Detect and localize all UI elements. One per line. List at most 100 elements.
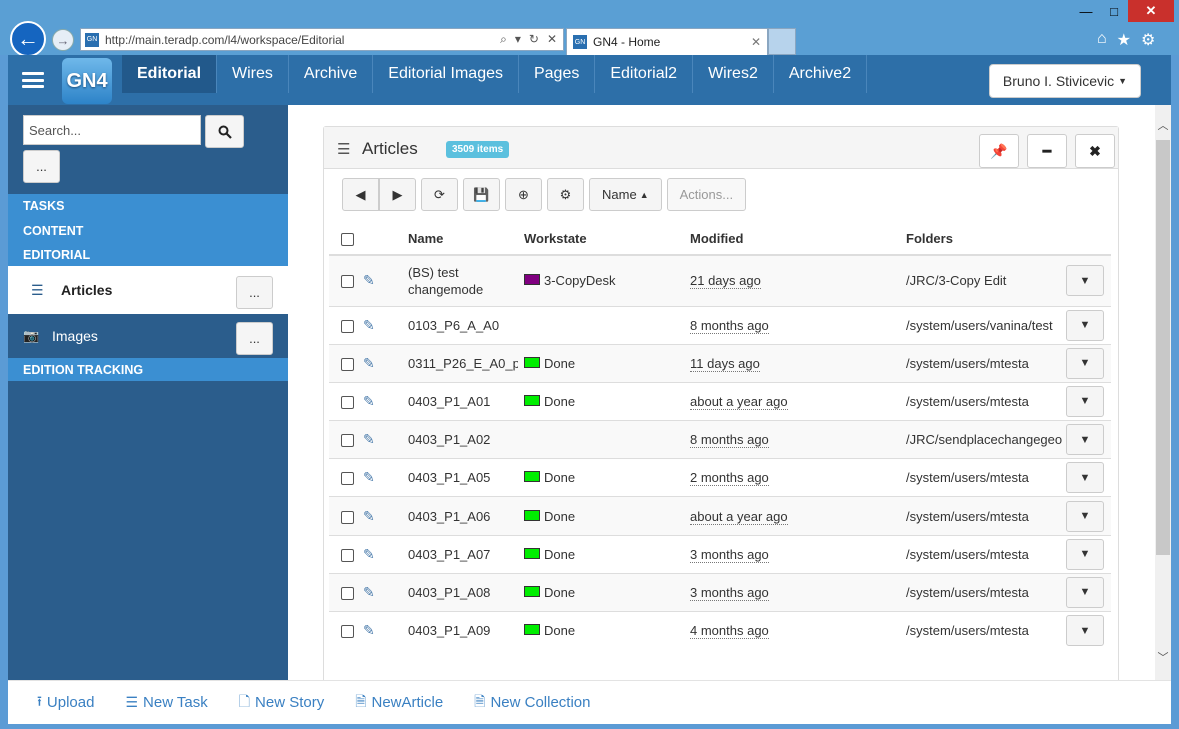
hamburger-menu-icon[interactable] <box>22 72 44 88</box>
column-header-workstate[interactable]: Workstate <box>524 223 690 256</box>
article-name[interactable]: 0403_P1_A02 <box>408 432 491 448</box>
section-edition-tracking[interactable]: EDITION TRACKING <box>8 358 288 381</box>
nav-tab-editorial-images[interactable]: Editorial Images <box>373 55 519 93</box>
table-row[interactable]: ✎ 0403_P1_A01 Done about a year ago /sys… <box>329 381 1111 421</box>
upload-button[interactable]: ⭱ Upload <box>37 691 94 715</box>
article-name[interactable]: 0403_P1_A05 <box>408 470 491 486</box>
scroll-down-icon[interactable]: ﹀ <box>1157 652 1169 664</box>
row-expand-button[interactable]: ▼ <box>1066 309 1104 341</box>
section-content[interactable]: CONTENT <box>23 224 84 238</box>
nav-tab-wires2[interactable]: Wires2 <box>693 55 774 93</box>
close-icon[interactable]: ✕ <box>546 32 557 46</box>
refresh-button[interactable]: ⟳ <box>421 178 458 211</box>
back-button[interactable]: ← <box>10 21 46 57</box>
row-expand-button[interactable]: ▼ <box>1066 424 1104 456</box>
next-page-button[interactable]: ▶ <box>379 178 416 211</box>
table-row[interactable]: ✎ 0403_P1_A08 Done 3 months ago /system/… <box>329 572 1111 612</box>
vertical-scrollbar[interactable]: ︿ ﹀ <box>1155 105 1171 680</box>
article-name[interactable]: 0103_P6_A_A0 <box>408 317 500 333</box>
home-icon[interactable]: ⌂ <box>1097 30 1107 47</box>
section-tasks[interactable]: TASKS <box>23 199 65 213</box>
search-options-button[interactable]: ... <box>23 150 60 183</box>
table-row[interactable]: ✎ 0403_P1_A07 Done 3 months ago /system/… <box>329 534 1111 574</box>
forward-button[interactable]: → <box>52 29 74 51</box>
save-button[interactable]: 💾 <box>463 178 500 211</box>
article-name[interactable]: 0403_P1_A06 <box>408 508 491 524</box>
new-collection-button[interactable]: 🗎 New Collection <box>474 691 590 715</box>
row-expand-button[interactable]: ▼ <box>1066 500 1104 532</box>
table-row[interactable]: ✎ 0103_P6_A_A0 8 months ago /system/user… <box>329 305 1111 345</box>
table-row[interactable]: ✎ 0403_P1_A02 8 months ago /JRC/sendplac… <box>329 420 1111 459</box>
star-icon[interactable]: ★ <box>1116 32 1132 49</box>
column-header-modified[interactable]: Modified <box>690 223 906 256</box>
row-expand-button[interactable]: ▼ <box>1066 538 1104 570</box>
nav-tab-archive[interactable]: Archive <box>289 55 374 93</box>
nav-tab-editorial2[interactable]: Editorial2 <box>595 55 694 93</box>
article-name[interactable]: 0403_P1_A09 <box>408 623 491 639</box>
address-bar[interactable]: GN http://main.teradp.com/l4/workspace/E… <box>80 28 564 51</box>
actions-button[interactable]: Actions... <box>666 178 747 211</box>
row-checkbox[interactable] <box>341 357 354 371</box>
article-name[interactable]: 0403_P1_A08 <box>408 584 491 600</box>
table-row[interactable]: ✎ 0403_P1_A05 Done 2 months ago /system/… <box>329 458 1111 497</box>
row-expand-button[interactable]: ▼ <box>1066 576 1104 608</box>
search-button[interactable] <box>205 115 244 148</box>
scroll-up-icon[interactable]: ︿ <box>1157 120 1169 132</box>
new-tab-button[interactable] <box>768 28 796 55</box>
search-icon[interactable]: ⌕ <box>500 32 507 46</box>
pin-button[interactable]: 📌 <box>979 134 1019 168</box>
row-checkbox[interactable] <box>341 510 354 524</box>
zoom-button[interactable]: ⊕ <box>505 178 542 211</box>
dropdown-icon[interactable]: ▾ <box>514 32 521 46</box>
row-checkbox[interactable] <box>341 548 354 562</box>
article-name[interactable]: (BS) test changemode <box>408 264 484 297</box>
row-expand-button[interactable]: ▼ <box>1066 462 1104 494</box>
window-close-button[interactable]: ✕ <box>1128 0 1174 22</box>
row-checkbox[interactable] <box>341 434 354 448</box>
articles-options-button[interactable]: ... <box>236 276 273 309</box>
nav-tab-editorial[interactable]: Editorial <box>122 55 218 93</box>
table-row[interactable]: ✎ 0311_P26_E_A0_pl Done 11 days ago /sys… <box>329 343 1111 383</box>
select-all-checkbox[interactable] <box>341 233 354 247</box>
table-row[interactable]: ✎ (BS) test changemode 3-CopyDesk 21 day… <box>329 254 1111 306</box>
sort-button[interactable]: Name ▲ <box>589 178 662 211</box>
new-task-button[interactable]: ☰ New Task <box>125 694 208 711</box>
row-expand-button[interactable]: ▼ <box>1066 615 1104 647</box>
images-options-button[interactable]: ... <box>236 322 273 355</box>
column-header-name[interactable]: Name <box>408 223 524 256</box>
settings-button[interactable]: ⚙ <box>547 178 584 211</box>
previous-page-button[interactable]: ◀ <box>342 178 379 211</box>
row-checkbox[interactable] <box>341 586 354 600</box>
tab-close-icon[interactable]: ✕ <box>750 35 761 49</box>
article-name[interactable]: 0403_P1_A01 <box>408 393 491 409</box>
app-logo[interactable]: GN4 <box>62 58 112 104</box>
close-panel-button[interactable]: ✖ <box>1075 134 1115 168</box>
sidebar-item-articles[interactable]: ☰ Articles ... <box>8 266 288 314</box>
row-expand-button[interactable]: ▼ <box>1066 265 1104 297</box>
user-menu-button[interactable]: Bruno I. Stivicevic ▼ <box>989 64 1141 98</box>
row-checkbox[interactable] <box>341 472 354 486</box>
refresh-icon[interactable]: ↻ <box>528 32 539 46</box>
scroll-thumb[interactable] <box>1156 140 1170 555</box>
table-row[interactable]: ✎ 0403_P1_A09 Done 4 months ago /system/… <box>329 610 1111 650</box>
article-name[interactable]: 0311_P26_E_A0_pl <box>408 355 518 371</box>
new-article-button[interactable]: 🗎 NewArticle <box>355 691 443 715</box>
browser-tab[interactable]: GN GN4 - Home ✕ <box>566 28 768 55</box>
new-story-button[interactable]: 🗋 New Story <box>239 691 324 715</box>
table-row[interactable]: ✎ 0403_P1_A06 Done about a year ago /sys… <box>329 496 1111 536</box>
nav-tab-pages[interactable]: Pages <box>519 55 596 93</box>
search-input[interactable] <box>23 115 201 145</box>
article-name[interactable]: 0403_P1_A07 <box>408 546 491 562</box>
row-checkbox[interactable] <box>341 319 354 333</box>
row-checkbox[interactable] <box>341 275 354 289</box>
row-checkbox[interactable] <box>341 625 354 639</box>
gear-icon[interactable]: ⚙ <box>1141 32 1156 49</box>
row-expand-button[interactable]: ▼ <box>1066 385 1104 417</box>
nav-tab-archive2[interactable]: Archive2 <box>774 55 868 93</box>
section-editorial[interactable]: EDITORIAL <box>23 248 91 262</box>
nav-tab-wires[interactable]: Wires <box>217 55 289 93</box>
sidebar-item-images[interactable]: 📷 Images ... <box>8 317 288 355</box>
row-checkbox[interactable] <box>341 396 354 409</box>
minimize-panel-button[interactable]: ━ <box>1027 134 1067 168</box>
column-header-folders[interactable]: Folders <box>906 223 1066 256</box>
